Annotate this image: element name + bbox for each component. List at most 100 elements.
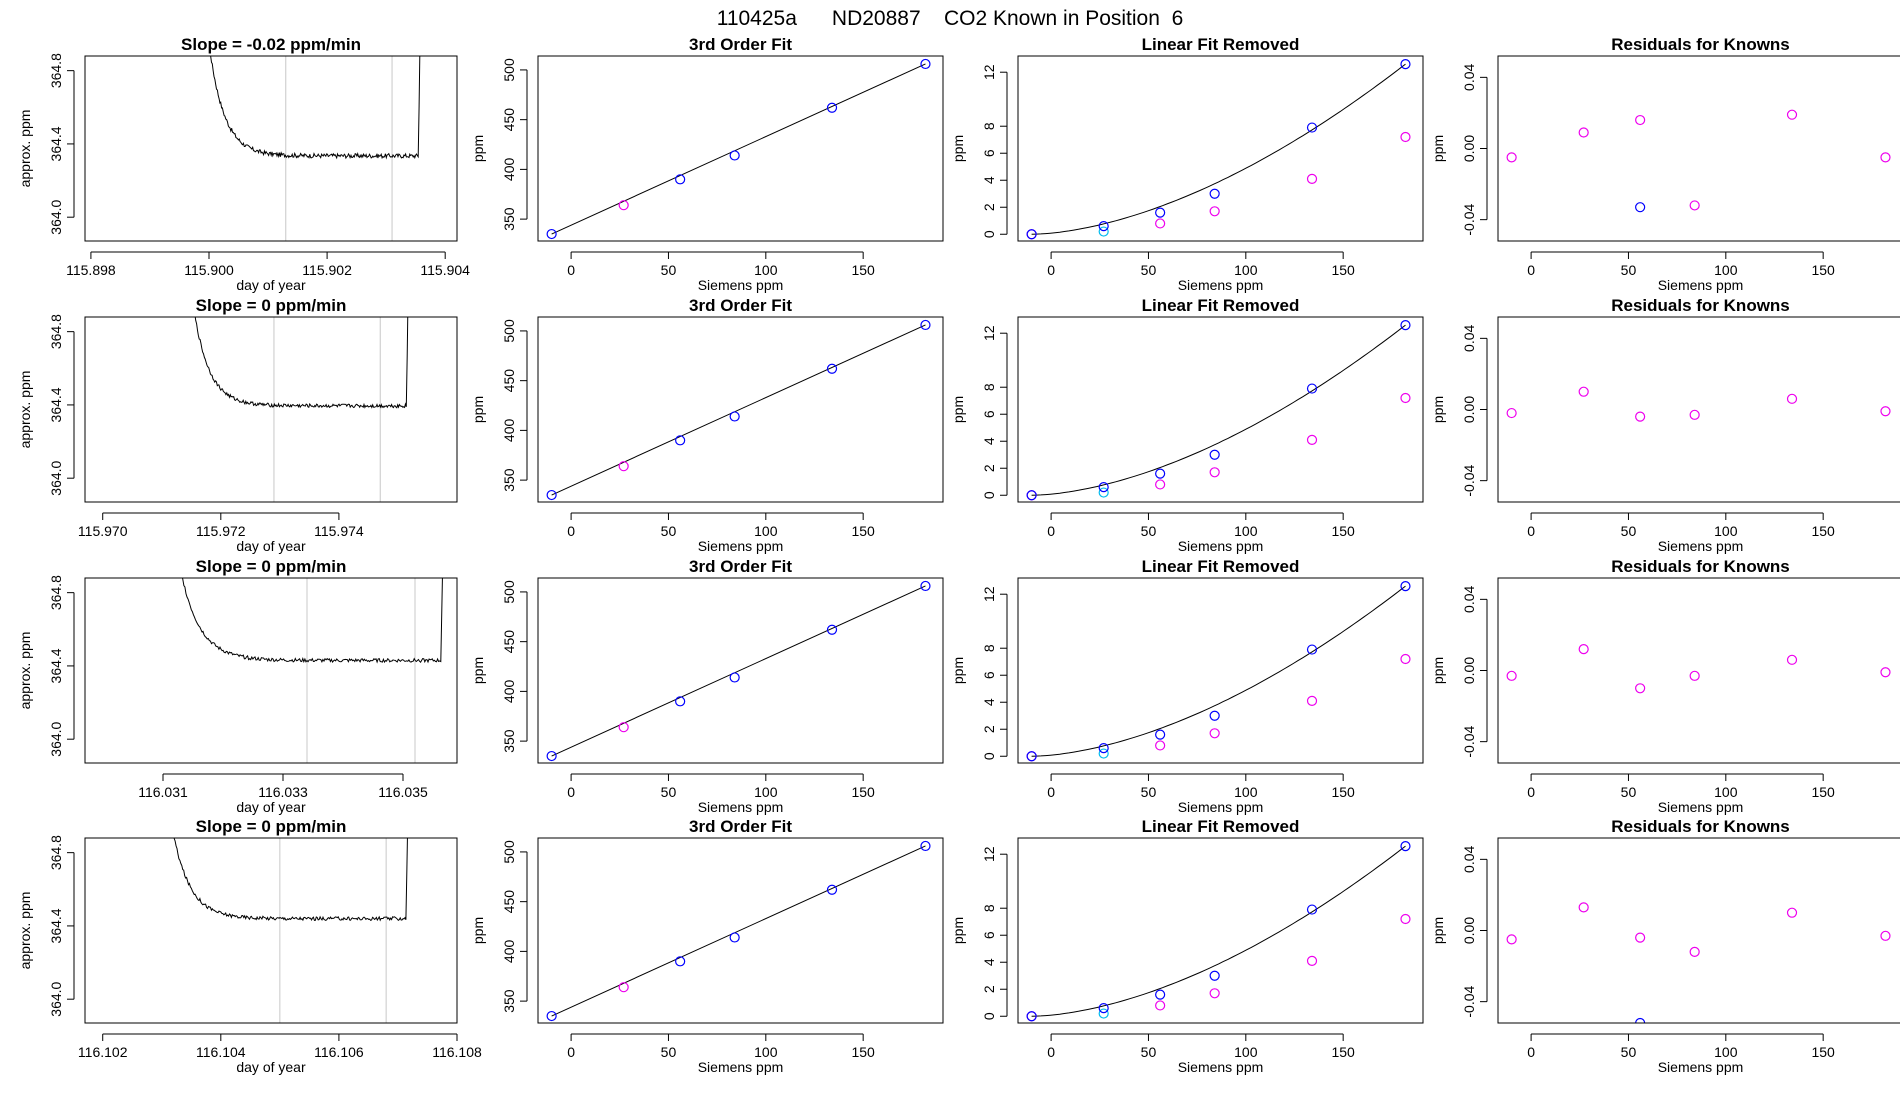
y-tick-label: 8 [981, 904, 997, 912]
data-point-magenta [1306, 434, 1318, 445]
y-tick-label: -0.04 [1461, 203, 1477, 235]
data-point-blue [1400, 59, 1411, 70]
panel-r2c0: Slope = 0 ppm/min day of year approx. ppm 1… [17, 557, 458, 815]
x-tick-label: 115.970 [78, 523, 128, 539]
plot-area [1026, 59, 1411, 240]
plot-frame [1017, 55, 1424, 242]
data-point [1635, 683, 1646, 694]
y-tick-label: 6 [981, 931, 997, 939]
data-point-blue [1209, 449, 1220, 460]
x-tick-label: 0 [1047, 523, 1055, 539]
data-point-magenta [1155, 1000, 1166, 1011]
x-tick-label: 50 [1621, 784, 1637, 800]
x-tick-label: 115.902 [302, 262, 352, 278]
data-point [1635, 114, 1646, 126]
panel-r3c1: 3rd Order Fit Siemens ppm ppm 0 50 100 150 350 4… [470, 817, 944, 1075]
x-tick-label: 116.108 [432, 1044, 482, 1060]
data-point [1635, 202, 1646, 213]
y-axis-label: approx. ppm [17, 892, 33, 970]
data-point-blue [1306, 122, 1318, 133]
y-tick-label: 500 [501, 840, 517, 864]
x-tick-label: 150 [851, 1044, 875, 1060]
y-axis-label: ppm [1430, 396, 1446, 423]
x-tick-label: 116.031 [138, 784, 188, 800]
plot-area [1506, 902, 1891, 1023]
y-tick-label: 400 [501, 418, 517, 442]
y-tick-label: 6 [981, 149, 997, 157]
x-tick-label: 116.102 [78, 1044, 128, 1060]
panel-title: 3rd Order Fit [689, 35, 792, 54]
panel-title: Slope = 0 ppm/min [196, 557, 347, 576]
y-tick-label: 450 [501, 369, 517, 393]
x-axis-label: Siemens ppm [1178, 277, 1264, 293]
panel-r3c2: Linear Fit Removed Siemens ppm ppm 0 50 100 15… [950, 817, 1424, 1075]
x-tick-label: 116.104 [196, 1044, 246, 1060]
y-tick-label: 350 [501, 468, 517, 492]
data-point-blue [1155, 989, 1166, 1000]
data-point [1578, 902, 1589, 913]
data-point-blue [1098, 482, 1109, 493]
plot-area [181, 578, 443, 763]
data-point [1689, 409, 1700, 420]
data-point [1880, 667, 1891, 678]
x-tick-label: 150 [1331, 262, 1355, 278]
x-tick-label: 150 [1331, 523, 1355, 539]
y-tick-label: 450 [501, 890, 517, 914]
data-point [1578, 127, 1589, 138]
data-point-cyan [1098, 1008, 1109, 1019]
plot-frame [84, 316, 458, 503]
y-tick-label: 0.00 [1461, 917, 1477, 944]
plot-area [1506, 386, 1891, 422]
x-tick-label: 100 [1714, 1044, 1738, 1060]
panel-r1c2: Linear Fit Removed Siemens ppm ppm 0 50 100 15… [950, 296, 1424, 554]
panel-r2c1: 3rd Order Fit Siemens ppm ppm 0 50 100 150 350 4… [470, 557, 944, 815]
x-tick-label: 50 [661, 1044, 677, 1060]
data-trace [194, 317, 409, 409]
data-point-blue [1098, 743, 1109, 754]
panel-title: 3rd Order Fit [689, 296, 792, 315]
y-tick-label: 0.04 [1461, 846, 1477, 873]
y-tick-label: 500 [501, 319, 517, 343]
x-tick-label: 115.974 [314, 523, 364, 539]
data-point [618, 982, 629, 993]
plot-frame [537, 316, 944, 503]
x-tick-label: 50 [661, 784, 677, 800]
y-tick-label: 0.00 [1461, 135, 1477, 162]
x-tick-label: 100 [1234, 1044, 1258, 1060]
plot-frame [1017, 316, 1424, 503]
y-tick-label: 364.8 [48, 314, 64, 349]
data-point [618, 722, 629, 733]
fit-line [551, 63, 926, 235]
x-axis-label: day of year [236, 799, 306, 815]
y-tick-label: 0 [981, 491, 997, 499]
x-tick-label: 100 [754, 784, 778, 800]
plot-area [546, 319, 931, 501]
y-tick-label: 8 [981, 383, 997, 391]
x-axis-label: Siemens ppm [698, 1059, 784, 1075]
data-point-blue [1155, 468, 1166, 479]
y-tick-label: 0.04 [1461, 325, 1477, 352]
panel-title: Residuals for Knowns [1611, 35, 1790, 54]
data-point-magenta [1400, 913, 1411, 925]
data-point [826, 363, 838, 374]
data-point-blue [1098, 221, 1109, 232]
data-point-blue [1098, 1003, 1109, 1014]
x-tick-label: 115.972 [196, 523, 246, 539]
panel-r3c3: Residuals for Knowns Siemens ppm ppm 0 50 100… [1430, 817, 1900, 1075]
data-point-magenta [1400, 653, 1411, 665]
x-tick-label: 0 [1047, 784, 1055, 800]
data-point [1689, 670, 1700, 681]
data-point-magenta [1209, 206, 1220, 217]
plot-area [194, 317, 409, 502]
panels-group: Slope = -0.02 ppm/min day of year approx. … [17, 35, 1900, 1075]
data-point-blue [1306, 644, 1318, 655]
x-tick-label: 0 [1527, 262, 1535, 278]
y-tick-label: 0 [981, 752, 997, 760]
x-axis-label: Siemens ppm [1658, 1059, 1744, 1075]
y-tick-label: 364.4 [48, 126, 64, 161]
plot-frame [1497, 837, 1900, 1024]
data-point-magenta [1400, 392, 1411, 404]
y-tick-label: 400 [501, 679, 517, 703]
data-point-blue [1155, 207, 1166, 218]
y-tick-label: 0.00 [1461, 396, 1477, 423]
